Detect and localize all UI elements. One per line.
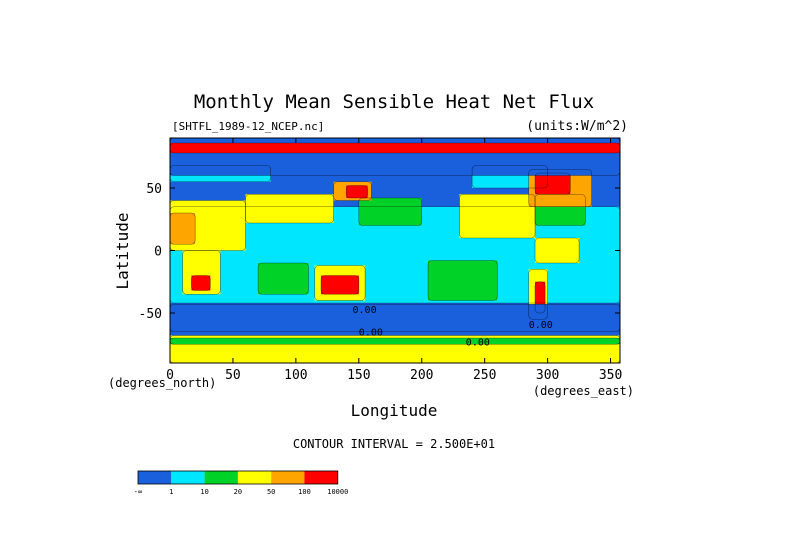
contour-line — [534, 172, 571, 195]
x-tick-label: 150 — [347, 368, 370, 383]
heatmap-region — [170, 213, 196, 245]
x-tick-label: 100 — [284, 368, 307, 383]
colorbar-label: 10 — [200, 488, 208, 496]
plot-area: 0.00 0.00 0.00 0.00 — [169, 137, 621, 364]
heatmap-region — [245, 194, 334, 223]
heatmap-region — [170, 143, 620, 153]
colorbar-label: 100 — [298, 488, 311, 496]
x-tick-label: 0 — [166, 368, 174, 383]
contour-value-label: 0.00 — [466, 338, 490, 349]
contour-line — [534, 281, 546, 314]
chart-subtitle-file: [SHTFL_1989-12_NCEP.nc] — [172, 120, 324, 133]
colorbar-frame — [137, 470, 339, 485]
chart-title: Monthly Mean Sensible Heat Net Flux — [194, 91, 594, 113]
contour-value-label: 0.00 — [359, 328, 383, 339]
colorbar-swatch — [171, 471, 205, 484]
contour-line — [245, 193, 334, 224]
y-unit-label: (degrees_north) — [108, 376, 216, 390]
x-tick-label: 250 — [473, 368, 496, 383]
x-unit-label: (degrees_east) — [533, 384, 634, 398]
x-tick-label: 300 — [536, 368, 559, 383]
heatmap-region — [535, 238, 580, 263]
heatmap-region — [191, 275, 211, 291]
colorbar-swatch — [204, 471, 238, 484]
x-tick-label: 350 — [599, 368, 622, 383]
colorbar-swatch — [304, 471, 338, 484]
x-tick-label: 50 — [225, 368, 241, 383]
contour-line — [427, 260, 498, 301]
heatmap-region — [258, 263, 309, 295]
y-axis-ticks: -50 0 50 — [139, 182, 620, 322]
colorbar-label: -∞ — [134, 488, 142, 496]
y-axis-label: Latitude — [113, 212, 132, 289]
colorbar-label: 50 — [267, 488, 275, 496]
colorbar-label: 1 — [169, 488, 173, 496]
heatmap-region — [428, 260, 498, 301]
contour-line — [459, 193, 536, 239]
colorbar-swatch — [271, 471, 305, 484]
heatmap-region — [459, 194, 536, 238]
heatmap-region — [170, 338, 620, 345]
heatmap-region — [535, 173, 571, 195]
contour-value-label: 0.00 — [529, 320, 553, 331]
heatmap-region — [321, 275, 359, 295]
contour-labels: 0.00 0.00 0.00 0.00 — [353, 305, 553, 349]
contour-line — [314, 265, 366, 301]
heatmap-region — [346, 185, 368, 198]
contour-line — [534, 237, 580, 264]
colorbar-label: 20 — [234, 488, 242, 496]
contour-line — [182, 250, 221, 295]
chart-subtitle-units: (units:W/m^2) — [526, 119, 628, 134]
contour-value-label: 0.00 — [353, 305, 377, 316]
y-tick-label: 50 — [146, 182, 162, 197]
colorbar-label: 10000 — [327, 488, 348, 496]
colorbar-swatch — [237, 471, 272, 484]
contour-interval-text: CONTOUR INTERVAL = 2.500E+01 — [293, 437, 495, 451]
contour-line — [528, 268, 548, 320]
contour-line — [191, 275, 211, 291]
contour-line — [333, 181, 372, 201]
contour-line — [320, 275, 360, 295]
x-axis-label: Longitude — [351, 401, 438, 420]
y-tick-label: 0 — [154, 245, 162, 260]
colorbar: -∞ 1 10 20 50 100 10000 — [134, 470, 348, 496]
colorbar-swatch — [138, 471, 172, 484]
contour-line — [471, 165, 548, 189]
heatmap-region — [358, 198, 422, 226]
y-tick-label: -50 — [139, 307, 162, 322]
contour-line — [528, 168, 592, 208]
contour-line — [345, 185, 368, 199]
contour-line — [257, 262, 309, 295]
contour-line — [358, 197, 423, 226]
x-axis-ticks: 0 50 100 150 200 250 300 350 — [166, 138, 622, 383]
x-tick-label: 200 — [410, 368, 433, 383]
heatmap-region — [535, 281, 546, 313]
